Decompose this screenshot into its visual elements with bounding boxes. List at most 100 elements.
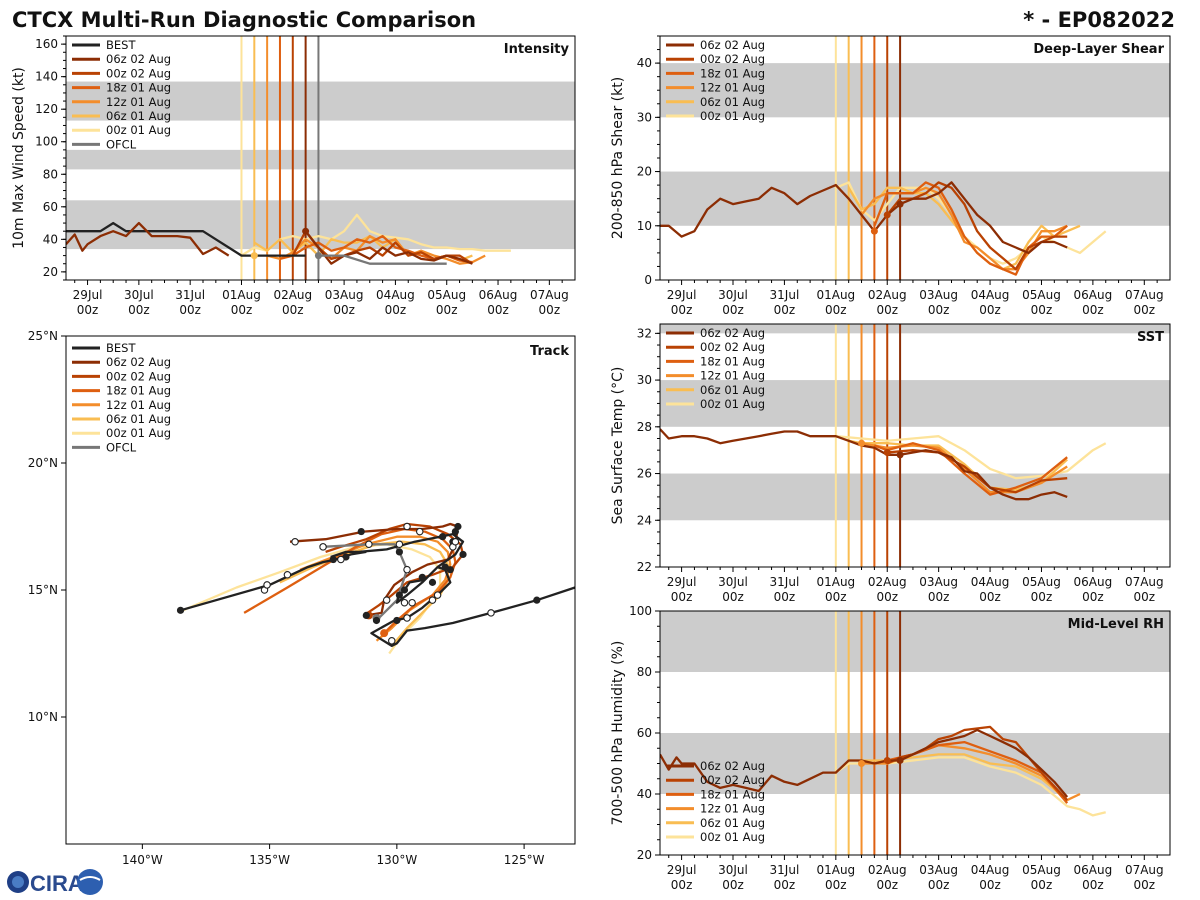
x-tick-sublabel: 00z [825, 303, 847, 317]
x-tick-sublabel: 00z [928, 303, 950, 317]
legend-label: BEST [106, 341, 136, 355]
x-tick-sublabel: 00z [774, 303, 796, 317]
legend-label: 00z 02 Aug [700, 340, 765, 354]
y-tick-label: 28 [637, 420, 652, 434]
init-marker [314, 252, 322, 260]
x-tick-label: 06Aug [479, 288, 518, 302]
shear-plot-area [660, 36, 1170, 280]
track-point-open [283, 571, 292, 579]
x-tick-sublabel: 00z [979, 590, 1001, 604]
x-tick-label: 05Aug [1022, 863, 1061, 877]
track-point-filled [393, 616, 401, 625]
x-tick-sublabel: 00z [1082, 590, 1104, 604]
track-point-open [487, 609, 495, 617]
x-tick-sublabel: 00z [1134, 590, 1156, 604]
track-line [279, 540, 449, 647]
sst-panel: 22242628303229Jul00z30Jul00z31Jul00z01Au… [610, 323, 1171, 604]
cira-logo-globe [77, 869, 103, 895]
x-tick-label: 06Aug [1074, 575, 1113, 589]
init-marker [883, 449, 891, 457]
series-line [835, 435, 1107, 480]
x-tick-label: 06Aug [1074, 288, 1113, 302]
shaded-band [660, 473, 1170, 521]
y-tick-label: 40 [637, 787, 652, 801]
x-tick-label: 03Aug [325, 288, 364, 302]
x-tick-label: 29Jul [667, 863, 697, 877]
legend-label: 18z 01 Aug [106, 384, 171, 398]
x-tick-label: 03Aug [919, 288, 958, 302]
rh-y-axis-label: 700-500 hPa Humidity (%) [610, 641, 626, 826]
legend-label: 06z 01 Aug [700, 383, 765, 397]
y-tick-label: 40 [43, 232, 58, 246]
series-line [873, 181, 1068, 276]
series-line [66, 221, 230, 257]
x-tick-label: 02Aug [868, 863, 907, 877]
legend-label: 00z 02 Aug [700, 52, 765, 66]
x-tick-sublabel: 00z [774, 590, 796, 604]
track-point-open [403, 522, 411, 531]
y-tick-label: 60 [637, 726, 652, 740]
x-tick-label: 29Jul [73, 288, 103, 302]
x-tick-label: 30Jul [718, 863, 748, 877]
x-tick-label: 29Jul [667, 575, 697, 589]
y-tick-label: 0 [644, 273, 652, 287]
x-tick-sublabel: 00z [928, 878, 950, 892]
init-marker [896, 200, 904, 208]
x-tick-sublabel: 00z [539, 303, 561, 317]
y-tick-label: 40 [637, 56, 652, 70]
legend-label: 06z 02 Aug [700, 38, 765, 52]
y-tick-label: 32 [637, 326, 652, 340]
track-point-filled [362, 611, 370, 620]
y-tick-label: 24 [637, 513, 652, 527]
legend-label: 06z 02 Aug [106, 355, 171, 369]
init-marker [858, 439, 866, 447]
legend-label: 00z 01 Aug [106, 426, 171, 440]
track-point-open [319, 543, 327, 551]
intensity-panel-title: Intensity [504, 42, 570, 57]
track-point-filled [176, 606, 185, 614]
track-point-open [291, 537, 299, 546]
track-line [299, 535, 452, 642]
legend-label: 00z 02 Aug [106, 369, 171, 383]
legend-label: 00z 01 Aug [700, 830, 765, 844]
init-marker [883, 211, 891, 219]
init-marker [896, 451, 904, 459]
x-tick-sublabel: 00z [825, 878, 847, 892]
rh-panel: 2040608010029Jul00z30Jul00z31Jul00z01Aug… [610, 604, 1171, 892]
x-tick-label: 05Aug [427, 288, 466, 302]
track-point-filled [533, 596, 541, 604]
legend-label: 00z 01 Aug [700, 397, 765, 411]
series-line [240, 213, 511, 257]
legend-label: 12z 01 Aug [700, 369, 765, 383]
y-tick-label: 20 [637, 848, 652, 862]
y-tick-label: 10 [637, 219, 652, 233]
cira-logo: CIRA [7, 869, 103, 896]
track-point-filled [395, 548, 403, 556]
y-tick-label: 22 [637, 560, 652, 574]
x-tick-label: 125°W [504, 853, 545, 867]
init-marker [858, 760, 866, 767]
x-tick-sublabel: 00z [722, 590, 744, 604]
legend-label: 06z 02 Aug [106, 52, 171, 66]
shaded-band [660, 733, 1170, 794]
track-point-open [451, 537, 460, 546]
init-marker [896, 756, 904, 764]
y-tick-label: 30 [637, 110, 652, 124]
legend-label: OFCL [106, 440, 137, 454]
x-tick-sublabel: 00z [282, 303, 304, 317]
legend-label: 00z 01 Aug [106, 123, 171, 137]
legend-label: 18z 01 Aug [106, 81, 171, 95]
track-point-filled [459, 550, 467, 559]
y-tick-label: 100 [35, 135, 58, 149]
init-marker [302, 227, 310, 235]
x-tick-sublabel: 00z [774, 878, 796, 892]
track-point-open [403, 565, 411, 574]
track-line [289, 522, 460, 617]
x-tick-label: 02Aug [868, 288, 907, 302]
track-panel-title: Track [530, 344, 569, 359]
shaded-band [66, 200, 575, 250]
x-tick-sublabel: 00z [77, 303, 99, 317]
intensity-plot-area [66, 36, 575, 280]
sst-frame [659, 323, 1171, 568]
